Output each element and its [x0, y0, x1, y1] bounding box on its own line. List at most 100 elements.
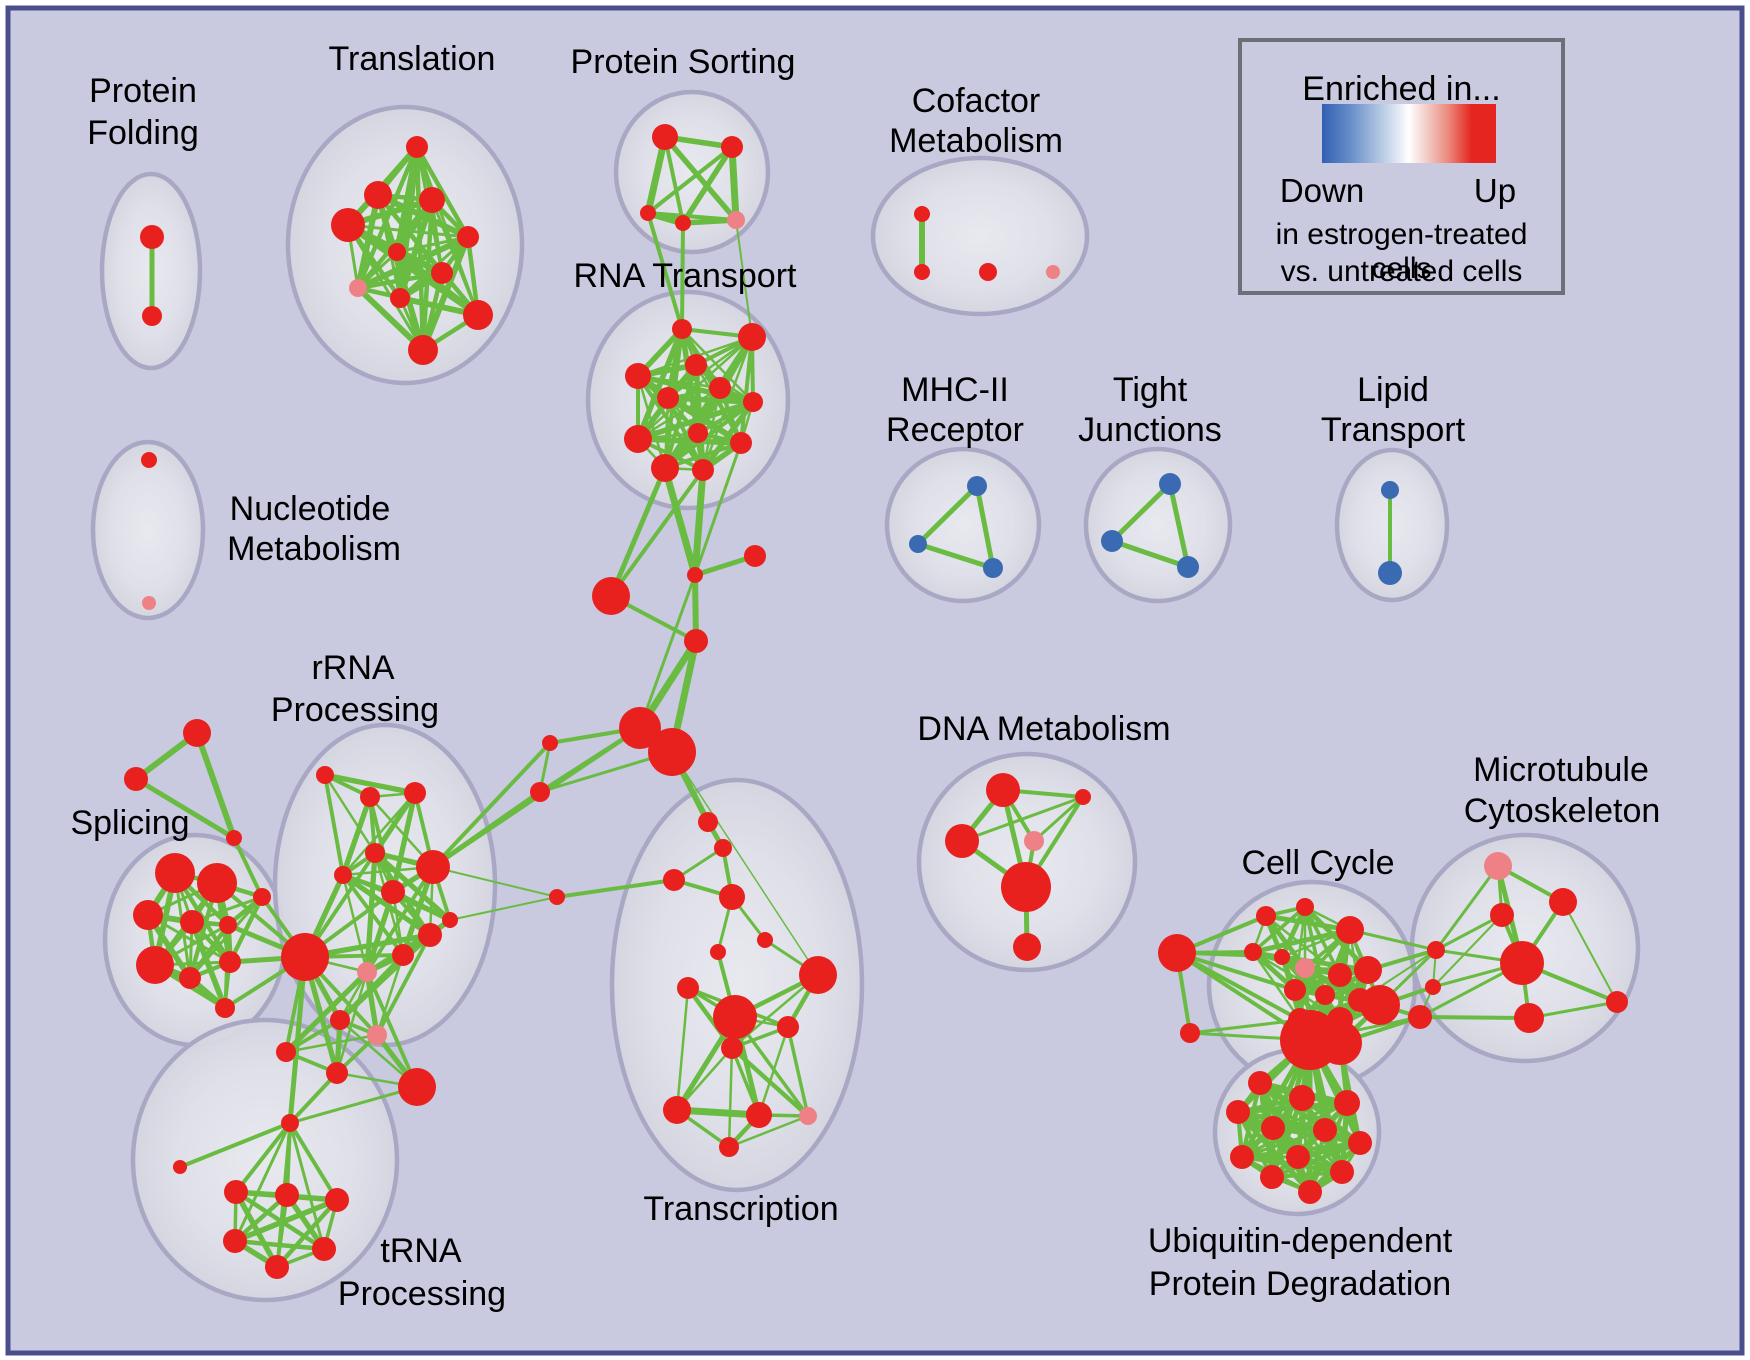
cluster-label: Folding	[87, 114, 199, 152]
cluster-label: Splicing	[70, 804, 189, 842]
network-node-rt9	[624, 425, 652, 453]
network-node-s9	[215, 998, 235, 1018]
network-node-tl6	[388, 243, 406, 261]
network-node-rt5	[709, 377, 731, 399]
network-node-rl2	[530, 782, 550, 802]
network-node-c12	[1360, 985, 1400, 1025]
network-node-r12	[276, 1042, 296, 1062]
network-node-tw2	[648, 728, 696, 776]
network-node-rt6	[657, 387, 679, 409]
network-node-mi4	[1500, 941, 1544, 985]
network-edge	[288, 1085, 419, 1125]
network-edge	[636, 374, 705, 472]
network-node-cc0b	[1180, 1023, 1200, 1043]
network-edge	[635, 326, 685, 442]
cluster-ellipse-cofactor-metabolism	[870, 155, 1090, 317]
network-edge	[636, 386, 722, 441]
network-node-cf2	[914, 264, 930, 280]
network-node-pf2	[142, 306, 162, 326]
network-node-tl10	[463, 300, 493, 330]
cluster-label: Protein Sorting	[571, 43, 796, 81]
network-edge	[727, 1114, 810, 1149]
network-edge	[915, 483, 980, 547]
network-node-r3	[404, 782, 426, 804]
network-node-r2	[360, 787, 380, 807]
network-edge	[335, 970, 369, 1075]
network-node-u1	[1248, 1071, 1272, 1095]
network-node-q4	[719, 884, 745, 910]
network-node-ps2	[721, 136, 743, 158]
network-node-t3	[799, 956, 837, 994]
network-edge	[146, 913, 232, 964]
network-edge	[1279, 954, 1371, 973]
network-node-tj2	[1101, 530, 1123, 552]
network-node-u5	[1261, 1116, 1285, 1140]
cluster-label: Processing	[271, 691, 439, 729]
network-node-m3	[983, 558, 1003, 578]
network-edge	[449, 896, 558, 921]
network-node-cf4	[1046, 265, 1060, 279]
network-node-d1	[986, 773, 1020, 807]
network-node-h3	[325, 1188, 349, 1212]
network-node-t9	[719, 1137, 739, 1157]
network-node-tr2	[124, 767, 148, 791]
network-edge	[1175, 951, 1297, 992]
network-edge	[364, 969, 380, 1038]
network-node-s2	[197, 863, 237, 903]
network-edge	[663, 363, 698, 470]
network-edge	[178, 1121, 292, 1169]
network-edge	[233, 1121, 292, 1243]
network-node-tj1	[1159, 473, 1181, 495]
network-node-hub	[281, 933, 329, 981]
network-edge	[190, 895, 264, 924]
network-node-t7	[746, 1102, 772, 1128]
network-edge	[555, 878, 676, 899]
network-node-mi5	[1514, 1003, 1544, 1033]
network-node-s10	[253, 888, 271, 906]
network-edge	[234, 1121, 292, 1194]
network-edge	[1434, 913, 1504, 952]
cluster-ellipse-mhc-ii-receptor	[884, 446, 1042, 604]
cluster-label: Transcription	[643, 1190, 838, 1228]
network-node-h2	[275, 1183, 299, 1207]
network-node-tl5	[457, 226, 479, 248]
cluster-label: Nucleotide	[230, 490, 391, 528]
network-node-cc0	[1158, 934, 1196, 972]
network-edge	[1109, 538, 1191, 570]
network-edge	[680, 327, 755, 404]
network-node-u8	[1230, 1145, 1254, 1169]
network-edge	[375, 933, 432, 1037]
network-node-d2	[1075, 789, 1091, 805]
cluster-label: Metabolism	[227, 530, 401, 568]
network-edge	[609, 468, 705, 598]
network-node-h4	[223, 1229, 247, 1253]
network-edge	[1432, 914, 1503, 988]
cluster-ellipse-tight-junctions	[1083, 446, 1233, 604]
network-node-j4	[684, 629, 708, 653]
network-edge	[638, 573, 697, 730]
network-node-tw1	[619, 707, 661, 749]
network-edge	[675, 986, 690, 1112]
legend-caption-line2: vs. untreated cells	[1280, 255, 1523, 288]
network-edge	[1562, 901, 1618, 1003]
network-node-s5	[219, 916, 237, 934]
network-node-s7	[179, 967, 201, 989]
network-edge	[608, 465, 668, 599]
network-node-m1	[967, 476, 987, 496]
network-edge	[288, 1121, 339, 1202]
network-node-r11	[442, 912, 458, 928]
network-node-r13	[326, 1062, 348, 1084]
network-node-r7	[381, 880, 405, 904]
cluster-label: Receptor	[886, 411, 1024, 449]
network-edge	[735, 219, 753, 338]
network-edge	[786, 1025, 810, 1118]
network-edge	[287, 954, 308, 1126]
network-node-cf1	[914, 206, 930, 222]
cluster-ellipse-trna-processing	[130, 1017, 400, 1303]
network-edge	[1434, 864, 1500, 952]
network-node-s6	[136, 946, 174, 984]
network-node-s3	[133, 900, 163, 930]
network-edge	[1302, 904, 1371, 973]
network-edge	[288, 1071, 339, 1125]
network-edge	[960, 795, 1085, 843]
